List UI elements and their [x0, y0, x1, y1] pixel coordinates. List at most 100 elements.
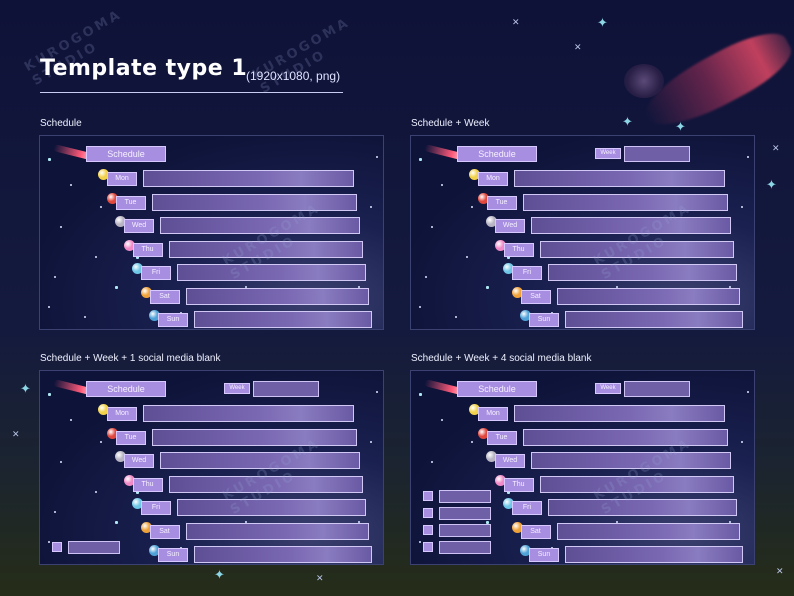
social-media-blank-box: [439, 490, 491, 503]
day-schedule-bar: [194, 311, 372, 328]
day-tag-fri: Fri: [512, 501, 542, 515]
day-schedule-bar: [160, 452, 360, 469]
template-preview-panel: Schedule Week Mon Tue Wed Thu Fri Sat Sun KUROGOM…: [410, 370, 755, 565]
panel-label: Schedule + Week: [411, 118, 490, 129]
star: [84, 316, 86, 318]
mars-icon: [106, 427, 118, 439]
day-schedule-bar: [177, 264, 366, 281]
day-schedule-bar: [565, 546, 743, 563]
star: [729, 521, 731, 523]
star: [48, 158, 51, 161]
star: [486, 286, 489, 289]
star: [100, 206, 102, 208]
day-tag-thu: Thu: [132, 242, 163, 257]
day-tag-tue: Tue: [486, 195, 517, 210]
social-media-icon-blank: [423, 525, 433, 535]
day-schedule-bar: [539, 240, 734, 258]
star: [431, 226, 433, 228]
social-media-icon-blank: [423, 491, 433, 501]
star: [370, 441, 372, 443]
template-preview-panel: Schedule Mon Tue Wed Thu Fri Sat Sun KUROGOMA ST…: [39, 135, 384, 330]
day-tag-mon: Mon: [478, 407, 508, 421]
day-tag-mon: Mon: [478, 172, 508, 186]
day-tag-sat: Sat: [149, 289, 180, 304]
day-schedule-bar: [556, 522, 740, 540]
day-tag-tue: Tue: [115, 430, 146, 445]
star: [376, 391, 378, 393]
star: [370, 206, 372, 208]
watermark-top-center: KUROGOMA STUDIO: [250, 14, 353, 97]
day-schedule-bar: [160, 217, 360, 234]
moon-icon: [486, 451, 497, 462]
day-schedule-bar: [143, 405, 354, 422]
day-schedule-bar: [548, 264, 737, 281]
pink-planet-icon: [123, 474, 135, 486]
sparkle-icon: ✦: [597, 15, 608, 30]
star: [466, 256, 468, 258]
day-schedule-bar: [514, 170, 725, 187]
day-schedule-bar: [514, 405, 725, 422]
star: [419, 541, 421, 543]
star: [431, 461, 433, 463]
moon-icon: [486, 216, 497, 227]
earth-icon: [503, 263, 514, 274]
day-schedule-bar: [522, 193, 728, 211]
social-media-icon-blank: [423, 508, 433, 518]
earth-icon: [132, 498, 143, 509]
schedule-title-tag: Schedule: [457, 146, 537, 162]
page-title: Template type 1: [40, 56, 248, 81]
neptune-icon: [520, 545, 531, 556]
star: [741, 441, 743, 443]
star: [54, 276, 56, 278]
day-tag-thu: Thu: [132, 477, 163, 492]
day-schedule-bar: [565, 311, 743, 328]
day-schedule-bar: [539, 475, 734, 493]
day-schedule-bar: [556, 287, 740, 305]
mars-icon: [477, 427, 489, 439]
template-preview-panel: Schedule Week Mon Tue Wed Thu Fri Sat Sun KUROGOM…: [39, 370, 384, 565]
day-tag-sat: Sat: [520, 524, 551, 539]
saturn-icon: [511, 521, 523, 533]
day-tag-sun: Sun: [529, 548, 559, 562]
star: [455, 316, 457, 318]
sparkle-icon: ✦: [766, 177, 777, 192]
star: [441, 419, 443, 421]
sparkle-icon: ✕: [512, 17, 520, 27]
star: [486, 521, 489, 524]
star: [419, 158, 422, 161]
day-tag-tue: Tue: [486, 430, 517, 445]
day-tag-wed: Wed: [495, 219, 525, 233]
star: [245, 286, 247, 288]
sun-icon: [469, 169, 480, 180]
star: [616, 521, 618, 523]
star: [507, 256, 510, 259]
star: [70, 184, 72, 186]
star: [358, 286, 360, 288]
schedule-title-tag: Schedule: [86, 146, 166, 162]
social-media-icon-blank: [52, 542, 62, 552]
day-tag-sun: Sun: [158, 313, 188, 327]
star: [115, 286, 118, 289]
day-tag-mon: Mon: [107, 172, 137, 186]
day-tag-sat: Sat: [520, 289, 551, 304]
week-tag: Week: [224, 383, 250, 394]
day-tag-wed: Wed: [495, 454, 525, 468]
day-tag-thu: Thu: [503, 242, 534, 257]
star: [471, 441, 473, 443]
sun-icon: [98, 404, 109, 415]
social-media-blank-box: [439, 541, 491, 554]
day-schedule-bar: [185, 522, 369, 540]
star: [747, 156, 749, 158]
star: [441, 184, 443, 186]
social-media-blank-box: [439, 524, 491, 537]
saturn-icon: [511, 286, 523, 298]
star: [616, 286, 618, 288]
week-blank-box: [624, 381, 690, 397]
star: [419, 306, 421, 308]
star: [425, 276, 427, 278]
sun-icon: [98, 169, 109, 180]
sparkle-icon: ✦: [20, 381, 31, 396]
star: [60, 226, 62, 228]
pink-planet-icon: [494, 474, 506, 486]
moon-icon: [115, 451, 126, 462]
